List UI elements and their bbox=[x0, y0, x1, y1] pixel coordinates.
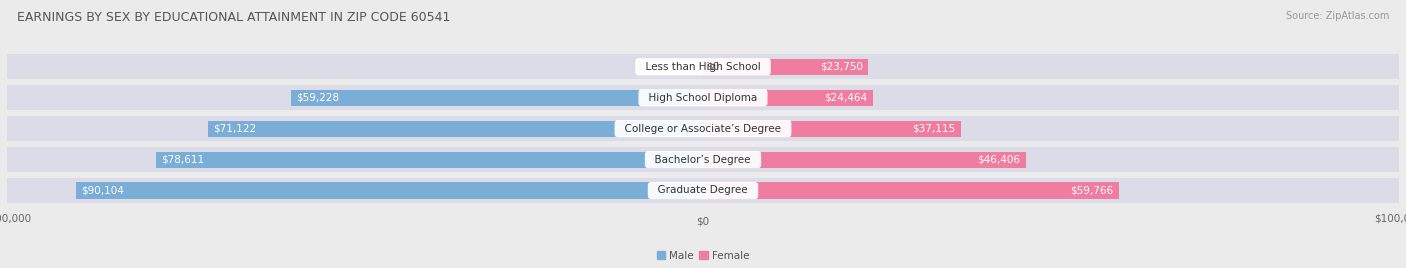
Text: Less than High School: Less than High School bbox=[638, 62, 768, 72]
Bar bbox=[7, 116, 1399, 141]
Text: $37,115: $37,115 bbox=[912, 124, 956, 134]
Bar bbox=[76, 183, 703, 199]
Bar bbox=[291, 90, 703, 106]
Bar bbox=[703, 90, 873, 106]
Bar bbox=[703, 121, 962, 137]
Text: $71,122: $71,122 bbox=[214, 124, 257, 134]
Text: $24,464: $24,464 bbox=[824, 93, 868, 103]
Text: $0: $0 bbox=[706, 62, 720, 72]
Text: $59,766: $59,766 bbox=[1070, 185, 1114, 195]
Text: Source: ZipAtlas.com: Source: ZipAtlas.com bbox=[1285, 11, 1389, 21]
Bar bbox=[208, 121, 703, 137]
Text: College or Associate’s Degree: College or Associate’s Degree bbox=[619, 124, 787, 134]
Bar bbox=[7, 54, 1399, 80]
Bar bbox=[7, 178, 1399, 203]
Text: $23,750: $23,750 bbox=[820, 62, 863, 72]
Text: High School Diploma: High School Diploma bbox=[643, 93, 763, 103]
Text: $0: $0 bbox=[696, 217, 710, 227]
Bar bbox=[7, 85, 1399, 110]
Text: $78,611: $78,611 bbox=[162, 155, 205, 165]
Text: Graduate Degree: Graduate Degree bbox=[651, 185, 755, 195]
Bar bbox=[703, 59, 869, 75]
Bar bbox=[7, 147, 1399, 172]
Text: EARNINGS BY SEX BY EDUCATIONAL ATTAINMENT IN ZIP CODE 60541: EARNINGS BY SEX BY EDUCATIONAL ATTAINMEN… bbox=[17, 11, 450, 24]
Legend: Male, Female: Male, Female bbox=[652, 247, 754, 265]
Text: Bachelor’s Degree: Bachelor’s Degree bbox=[648, 155, 758, 165]
Text: $59,228: $59,228 bbox=[297, 93, 339, 103]
Bar bbox=[703, 183, 1119, 199]
Text: $90,104: $90,104 bbox=[82, 185, 124, 195]
Bar bbox=[156, 151, 703, 168]
Text: $46,406: $46,406 bbox=[977, 155, 1021, 165]
Bar bbox=[703, 151, 1026, 168]
